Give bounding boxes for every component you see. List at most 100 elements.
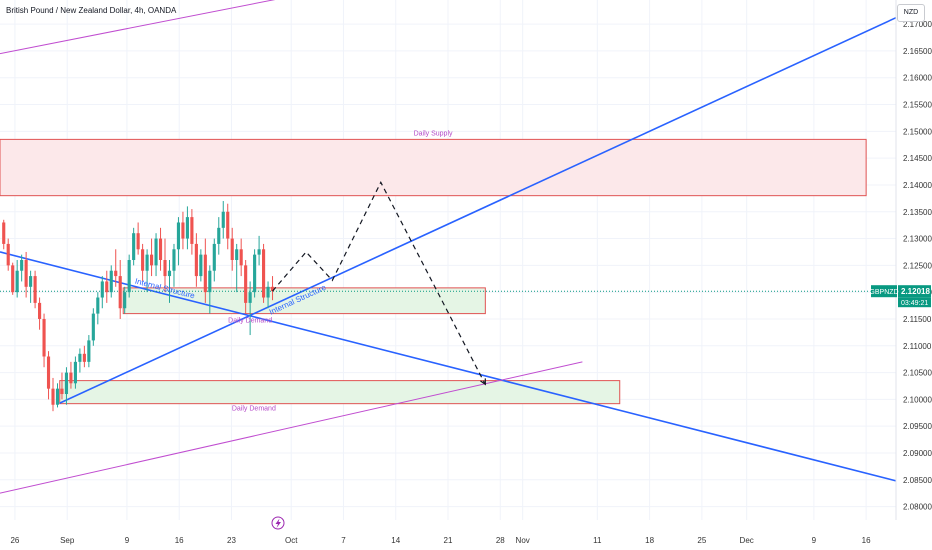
candle-body bbox=[136, 233, 140, 250]
y-tick-label: 2.12500 bbox=[903, 261, 932, 270]
x-tick-label: 18 bbox=[645, 536, 654, 545]
y-tick-label: 2.14000 bbox=[903, 181, 932, 190]
candle-body bbox=[100, 281, 104, 298]
candle-body bbox=[212, 243, 216, 271]
x-tick-label: Oct bbox=[285, 536, 298, 545]
candle-body bbox=[105, 281, 109, 293]
candle-body bbox=[114, 270, 118, 277]
x-tick-label: 21 bbox=[444, 536, 453, 545]
candle-body bbox=[257, 249, 261, 255]
x-tick-label: 11 bbox=[593, 536, 602, 545]
candle-body bbox=[96, 297, 100, 314]
daily-demand-label-lower: Daily Demand bbox=[232, 406, 276, 413]
candle-body bbox=[69, 372, 73, 384]
candle-body bbox=[167, 270, 172, 277]
zones-layer bbox=[0, 138, 867, 405]
x-tick-label: 16 bbox=[175, 536, 184, 545]
candle-body bbox=[145, 254, 149, 271]
projection-layer bbox=[272, 180, 486, 386]
x-tick-label: 9 bbox=[125, 536, 130, 545]
candle-body bbox=[217, 227, 221, 244]
y-tick-label: 2.11000 bbox=[903, 342, 932, 351]
candle-body bbox=[123, 292, 127, 309]
candle-body bbox=[6, 243, 10, 266]
candle-body bbox=[64, 372, 69, 395]
candle-body bbox=[91, 313, 95, 341]
daily-demand-label-upper: Daily Demand bbox=[228, 318, 272, 325]
candles-layer bbox=[2, 201, 275, 412]
candle-body bbox=[2, 222, 6, 244]
candle-body bbox=[203, 254, 207, 293]
candle-body bbox=[154, 238, 158, 266]
event-marker[interactable] bbox=[271, 516, 285, 530]
demand-zone-upper bbox=[122, 287, 486, 315]
candle-body bbox=[51, 388, 55, 405]
x-tick-label: 23 bbox=[227, 536, 236, 545]
x-tick-label: 16 bbox=[862, 536, 871, 545]
demand-zone-lower bbox=[59, 380, 621, 405]
candle-body bbox=[73, 361, 77, 384]
y-tick-label: 2.15000 bbox=[903, 127, 932, 136]
y-tick-label: 2.09500 bbox=[903, 422, 932, 431]
projection-path bbox=[272, 180, 486, 385]
time-axis[interactable]: 26 Sep 9 16 23 Oct 7 14 21 28 Nov 11 18 25 Dec 9 16 bbox=[10, 536, 871, 545]
candle-body bbox=[38, 302, 42, 319]
x-tick-label: Nov bbox=[516, 536, 530, 545]
currency-button[interactable]: NZD bbox=[897, 4, 925, 22]
symbol-tag-box bbox=[871, 285, 897, 298]
candle-body bbox=[150, 254, 154, 266]
candle-body bbox=[230, 238, 234, 260]
candle-body bbox=[78, 353, 82, 362]
candle-body bbox=[127, 260, 131, 293]
x-tick-label: 7 bbox=[341, 536, 346, 545]
candle-body bbox=[185, 217, 189, 239]
price-tag-box bbox=[898, 285, 931, 298]
candle-body bbox=[208, 270, 212, 293]
symbol-tag-label: GBPNZD bbox=[869, 289, 898, 296]
x-tick-label: 14 bbox=[391, 536, 400, 545]
candle-body bbox=[199, 254, 203, 277]
price-tag-value: 2.12018 bbox=[901, 287, 930, 296]
trendline-channel-upper bbox=[0, 0, 276, 55]
candle-body bbox=[244, 265, 248, 303]
candle-body bbox=[176, 222, 181, 250]
candle-body bbox=[42, 318, 46, 357]
x-tick-label: 28 bbox=[496, 536, 505, 545]
candle-body bbox=[270, 286, 275, 292]
candle-body bbox=[55, 388, 60, 405]
candle-body bbox=[158, 238, 163, 260]
candle-body bbox=[190, 217, 194, 244]
y-tick-label: 2.08000 bbox=[903, 503, 932, 512]
y-tick-label: 2.10000 bbox=[903, 395, 932, 404]
x-tick-label: Sep bbox=[60, 536, 75, 545]
y-tick-label: 2.13000 bbox=[903, 235, 932, 244]
candle-body bbox=[46, 356, 51, 389]
candle-body bbox=[11, 265, 15, 293]
countdown-box bbox=[898, 297, 931, 308]
candle-body bbox=[60, 388, 64, 395]
candle-body bbox=[239, 249, 243, 266]
candle-body bbox=[29, 276, 33, 287]
y-tick-label: 2.09000 bbox=[903, 449, 932, 458]
chart-title: British Pound / New Zealand Dollar, 4h, … bbox=[6, 6, 177, 15]
candle-body bbox=[15, 270, 19, 293]
candle-body bbox=[181, 222, 185, 239]
candle-body bbox=[24, 260, 28, 287]
candle-body bbox=[118, 276, 122, 309]
y-tick-label: 2.10500 bbox=[903, 369, 932, 378]
candle-body bbox=[194, 243, 198, 277]
candle-body bbox=[82, 353, 86, 362]
candle-body bbox=[87, 340, 91, 362]
y-tick-label: 2.14500 bbox=[903, 154, 932, 163]
candle-body bbox=[253, 254, 257, 293]
x-tick-label: 9 bbox=[812, 536, 817, 545]
y-tick-label: 2.13500 bbox=[903, 208, 932, 217]
y-tick-label: 2.16000 bbox=[903, 74, 932, 83]
daily-supply-label: Daily Supply bbox=[414, 130, 453, 137]
y-tick-label: 2.17000 bbox=[903, 20, 932, 29]
candle-body bbox=[132, 233, 136, 260]
x-tick-label: 26 bbox=[10, 536, 19, 545]
trendline-ascending bbox=[59, 16, 897, 404]
